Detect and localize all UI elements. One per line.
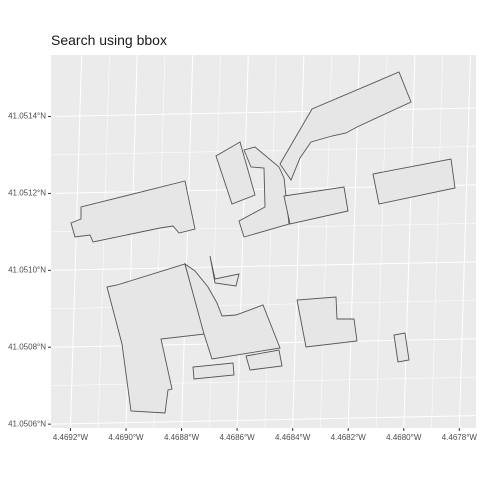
y-tick-label: 41.0506°N	[8, 419, 46, 428]
grid-parallel	[50, 415, 477, 425]
grid-parallel-minor	[50, 376, 477, 386]
building-polygon	[238, 146, 290, 238]
grid-parallel	[50, 107, 477, 118]
building-polygon	[279, 71, 412, 181]
grid-meridian-minor	[375, 54, 388, 429]
x-tick-label: 4.4690°W	[108, 433, 144, 442]
x-tick-label: 4.4686°W	[220, 433, 256, 442]
grid-meridian	[69, 54, 83, 429]
y-tick-label: 41.0508°N	[8, 342, 46, 351]
x-tick-label: 4.4684°W	[275, 433, 311, 442]
x-axis: 4.4692°W 4.4690°W 4.4688°W 4.4686°W 4.4684°W…	[53, 428, 478, 442]
building-layer	[70, 71, 456, 414]
building-polygon	[184, 262, 281, 360]
grid-meridian-minor	[431, 54, 443, 429]
grid-parallel-minor	[50, 146, 477, 156]
building-polygon	[209, 255, 240, 287]
building-polygon	[283, 186, 349, 225]
y-tick-label: 41.0514°N	[8, 112, 46, 121]
grid-meridian	[292, 54, 305, 429]
building-polygon	[296, 296, 358, 348]
y-tick-label: 41.0512°N	[8, 189, 46, 198]
building-polygon	[70, 180, 196, 243]
building-polygon	[393, 332, 410, 363]
map-title: Search using bbox	[51, 32, 167, 48]
building-polygon	[245, 349, 283, 371]
building-polygon	[372, 158, 456, 205]
x-tick-label: 4.4680°W	[386, 433, 422, 442]
grid-meridian	[403, 54, 416, 429]
x-tick-label: 4.4682°W	[331, 433, 367, 442]
building-polygon	[106, 263, 206, 414]
grid-meridian-minor	[97, 54, 110, 429]
x-tick-label: 4.4688°W	[164, 433, 200, 442]
building-polygon	[192, 362, 235, 380]
grid-meridian	[458, 54, 472, 429]
grid-meridian	[236, 54, 249, 429]
map-grid	[50, 54, 477, 429]
y-axis: 41.0506°N 41.0508°N 41.0510°N 41.0512°N 41.0…	[8, 112, 51, 428]
grid-meridian	[181, 54, 194, 429]
building-polygon	[215, 141, 256, 205]
grid-parallel	[50, 261, 477, 271]
y-tick-label: 41.0510°N	[8, 265, 46, 274]
x-tick-label: 4.4678°W	[442, 433, 478, 442]
map-panel-background	[51, 55, 476, 428]
x-tick-label: 4.4692°W	[53, 433, 89, 442]
